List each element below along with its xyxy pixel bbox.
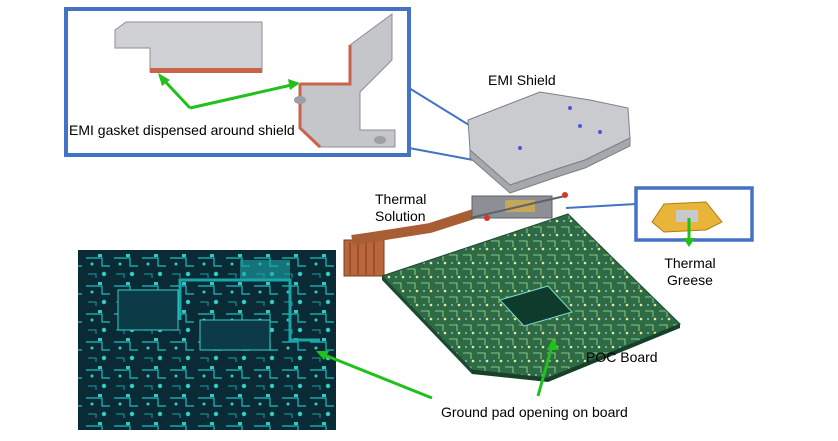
greese-arrow xyxy=(683,218,695,247)
thermal-greese-label-line1: Thermal xyxy=(664,255,716,271)
emi-gasket-label: EMI gasket dispensed around shield xyxy=(69,122,295,138)
gasket-arrows xyxy=(158,73,300,110)
greese-connector-line xyxy=(565,203,637,209)
gasket-callout-box xyxy=(64,7,411,157)
poc-board-graphic xyxy=(381,213,681,382)
emi-shield-label: EMI Shield xyxy=(488,72,556,88)
thermal-greese-label: Thermal Greese xyxy=(659,255,721,289)
greese-callout-box xyxy=(634,186,754,242)
poc-board-label: POC Board xyxy=(586,349,658,365)
thermal-greese-label-line2: Greese xyxy=(667,272,713,288)
thermal-solution-label: Thermal Solution xyxy=(375,191,426,225)
emi-shield-graphic xyxy=(467,91,631,194)
ground-pad-label: Ground pad opening on board xyxy=(441,404,628,420)
thermal-solution-label-line2: Solution xyxy=(375,208,426,224)
pcb-zoom-image xyxy=(78,250,336,430)
thermal-solution-label-line1: Thermal xyxy=(375,191,427,207)
thermal-solution-graphic xyxy=(343,192,568,277)
ground-pad-arrows xyxy=(316,338,559,400)
